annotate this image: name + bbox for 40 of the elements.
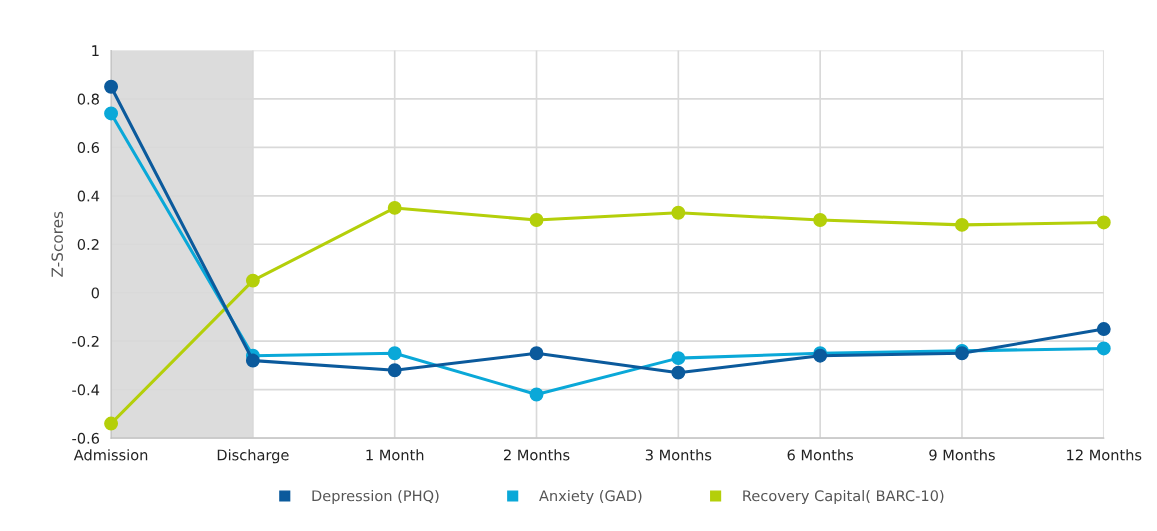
point (245, 353, 260, 368)
x-tick-label: 1 Month (366, 449, 424, 461)
point (813, 213, 828, 227)
point (671, 205, 686, 220)
x-tick-label: 12 Months (1067, 449, 1142, 461)
point (104, 79, 119, 94)
point (104, 106, 119, 121)
y-tick-label: 0.6 (77, 142, 100, 154)
point (955, 217, 969, 232)
point (387, 363, 402, 378)
point (529, 213, 544, 227)
x-tick-label: 3 Months (645, 449, 712, 461)
point (387, 346, 402, 361)
y-tick-label: 0.2 (77, 238, 99, 251)
y-tick-label: 1 (92, 45, 99, 56)
legend-label: Depression (PHQ) (312, 489, 439, 505)
x-tick-label: 2 Months (503, 449, 570, 461)
x-tick-label: 6 Months (787, 449, 854, 461)
y-tick-label: -0.2 (72, 335, 99, 347)
legend-label: Anxiety (GAD) (539, 489, 642, 505)
y-tick-label: 0 (91, 287, 99, 299)
point (529, 346, 544, 361)
y-tick-label: 0.4 (77, 190, 100, 202)
x-tick-label: 9 Months (929, 449, 995, 461)
y-tick-label: 0.8 (77, 93, 99, 105)
point (1096, 322, 1111, 336)
point (387, 200, 402, 215)
y-tick-label: -0.4 (72, 384, 100, 396)
x-tick-label: Discharge (217, 449, 289, 464)
y-tick-label: -0.6 (72, 432, 100, 444)
y-axis-title: Z-Scores (51, 211, 63, 277)
point (1096, 341, 1111, 356)
point (1096, 215, 1111, 230)
point (104, 416, 119, 431)
point (671, 365, 686, 380)
point (245, 273, 260, 288)
legend-label: Recovery Capital( BARC-10) (743, 489, 944, 505)
point (671, 351, 686, 366)
point (529, 387, 544, 402)
x-tick-label: Admission (73, 449, 148, 461)
